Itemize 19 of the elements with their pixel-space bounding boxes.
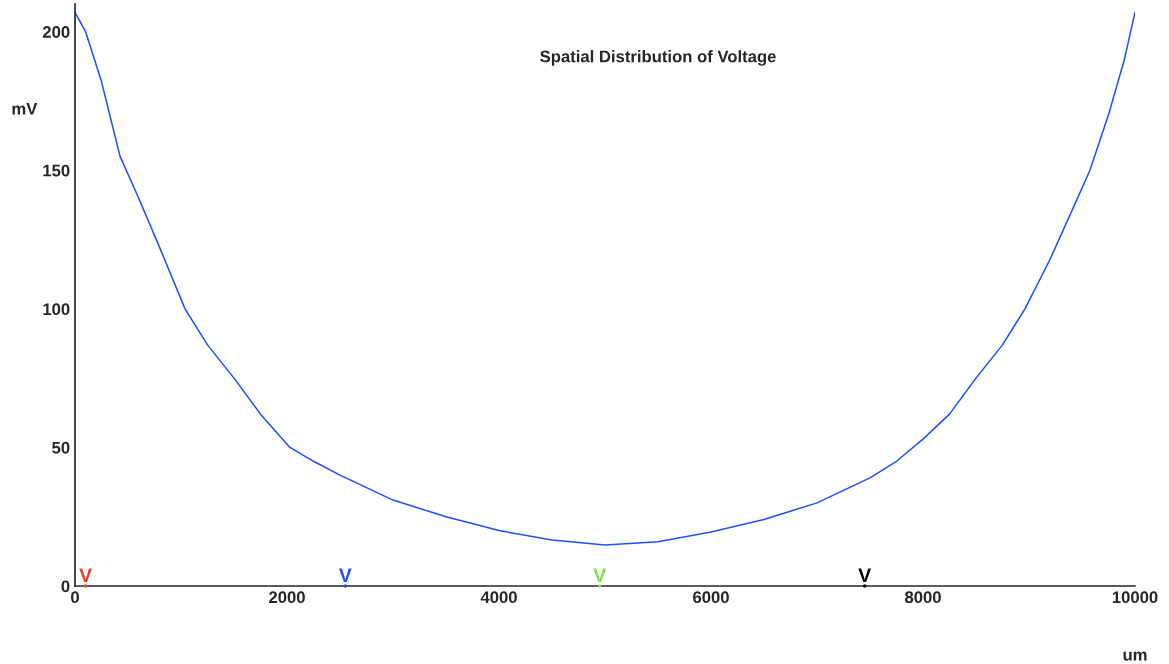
x-tick-label: 4000 [480,591,517,604]
y-tick-label: 100 [43,303,70,316]
y-tick-label: 150 [43,164,70,177]
annotation: V [593,568,607,582]
x-axis-title: um [1123,651,1147,661]
x-tick-label: 0 [71,591,79,604]
x-tick-label: 8000 [904,591,941,604]
y-tick-label: 50 [52,441,70,454]
text: Spatial Distribution of Voltage [540,50,776,66]
y-tick-label: 200 [42,26,70,38]
annotation: V [858,568,872,582]
x-tick-label: 10000 [1112,591,1158,604]
y-tick-label: 0 [61,580,70,593]
x-tick-label: 6000 [693,591,729,604]
annotation: V [338,568,352,582]
x-tick-label: 2000 [269,591,305,604]
line-series [75,11,1135,546]
y-axis-title: mV [12,103,38,115]
annotation: V [79,568,92,582]
